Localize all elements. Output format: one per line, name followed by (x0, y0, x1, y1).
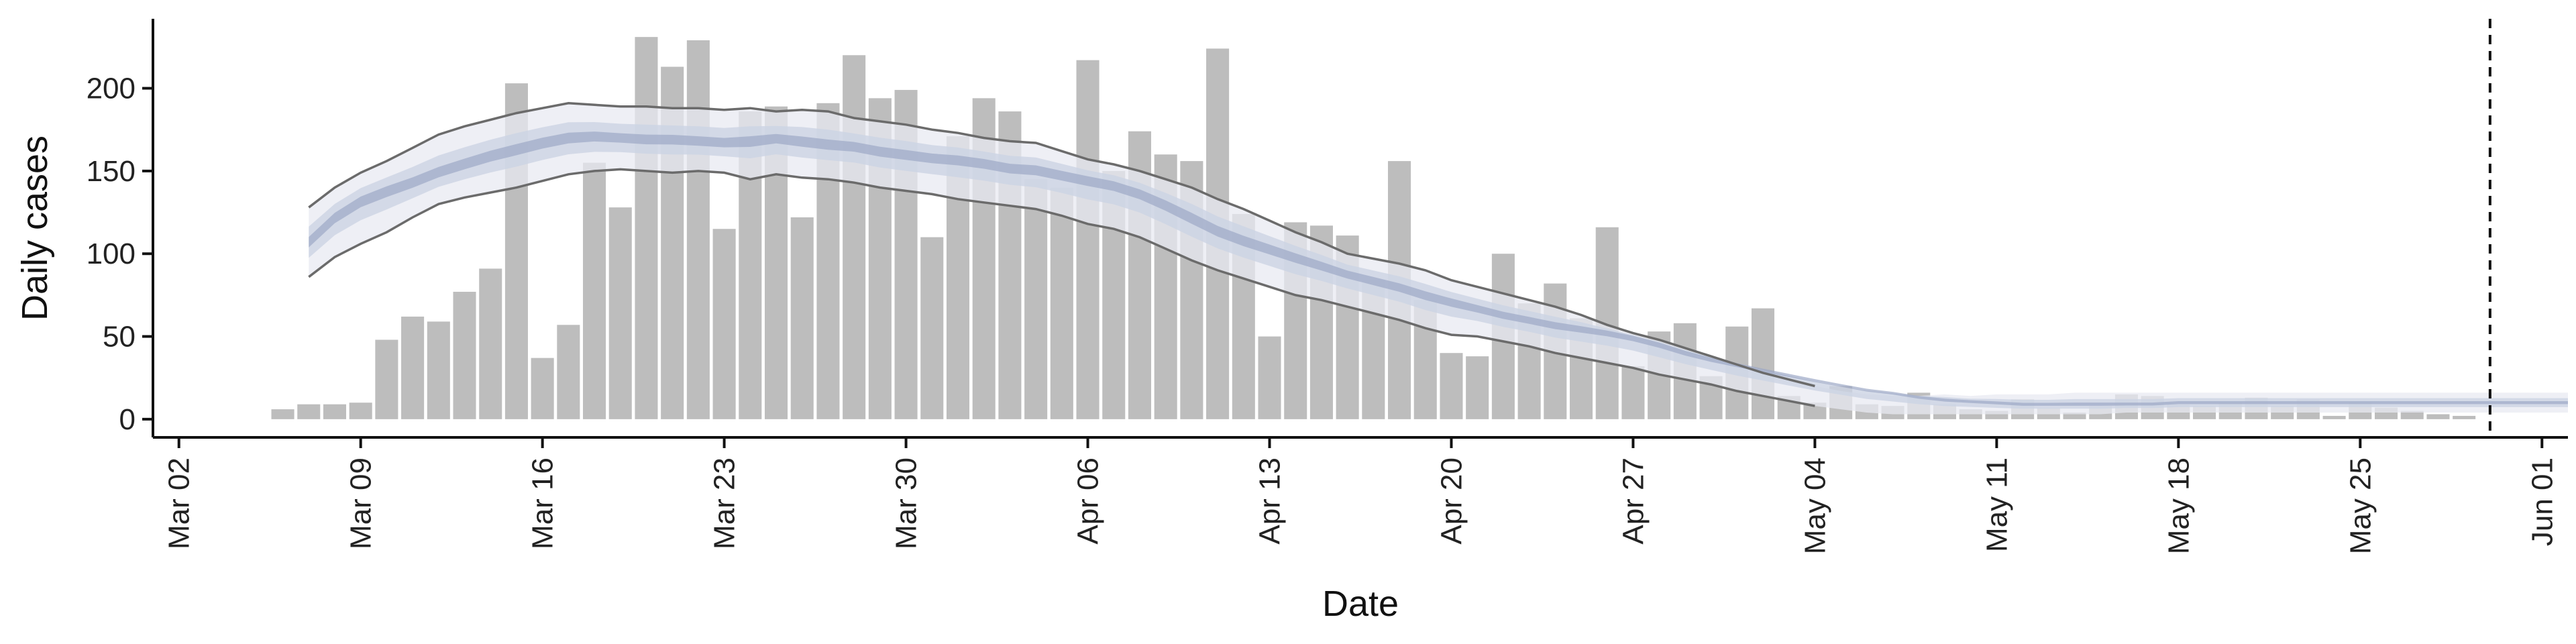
x-tick-label: Apr 20 (1435, 458, 1468, 545)
daily-case-bar (557, 325, 580, 419)
daily-case-bar (349, 402, 372, 419)
upper-bound-line (308, 102, 1815, 388)
daily-case-bar (1024, 179, 1048, 419)
daily-case-bar (2426, 414, 2450, 419)
x-tick-label: Apr 06 (1072, 458, 1105, 545)
x-tick-label: May 18 (2162, 458, 2195, 554)
daily-case-bar (1440, 353, 1463, 419)
daily-case-bar (2063, 413, 2086, 419)
daily-case-bar (1050, 187, 1073, 419)
x-tick-label: Mar 30 (890, 458, 923, 549)
daily-case-bar (375, 339, 398, 419)
daily-case-bar (712, 229, 736, 419)
x-tick-label: Mar 02 (163, 458, 196, 549)
x-axis-title: Date (1322, 584, 1399, 624)
daily-case-bar (1076, 60, 1099, 419)
daily-case-bar (920, 237, 944, 419)
y-tick-label: 0 (119, 403, 136, 436)
daily-case-bar (2400, 411, 2424, 419)
y-tick-label: 100 (87, 237, 136, 270)
daily-case-bar (843, 55, 866, 419)
y-tick-label: 50 (103, 321, 136, 354)
daily-case-bar (2322, 415, 2346, 419)
daily-case-bar (271, 409, 294, 419)
y-tick-label: 200 (87, 72, 136, 105)
x-tick-label: Apr 13 (1254, 458, 1287, 545)
x-tick-label: May 11 (1980, 458, 2013, 552)
x-tick-label: Mar 23 (708, 458, 741, 549)
daily-case-bar (479, 268, 502, 419)
daily-case-bar (635, 37, 658, 419)
x-tick-label: Mar 09 (345, 458, 378, 549)
x-tick-label: Mar 16 (527, 458, 559, 549)
daily-case-bar (1258, 336, 1281, 419)
daily-case-bar (297, 404, 321, 419)
y-tick-label: 150 (87, 155, 136, 188)
lower-bound-line (308, 168, 1815, 407)
y-axis-title: Daily cases (15, 136, 55, 321)
daily-case-bar (323, 404, 346, 419)
case-bars (271, 37, 2476, 419)
x-tick-label: May 04 (1799, 458, 1831, 554)
x-tick-label: Jun 01 (2526, 458, 2559, 546)
estimate-bands (309, 103, 2568, 415)
x-tick-label: Apr 27 (1617, 458, 1650, 545)
daily-case-bar (1621, 366, 1645, 419)
daily-case-bar (608, 207, 632, 419)
daily-case-bar (453, 291, 476, 419)
daily-case-bar (531, 358, 554, 419)
daily-case-bar (686, 40, 710, 419)
axes: 0 50 100 150 200 Mar 02 Mar 09 Mar 16 Mar 23 Mar … (87, 19, 2568, 554)
daily-case-bar (790, 217, 814, 419)
outer-interval-band (309, 103, 2568, 415)
daily-case-bar (401, 316, 425, 419)
middle-interval-band (309, 122, 2568, 409)
daily-case-bar (583, 162, 606, 419)
daily-case-bar (1466, 356, 1489, 419)
daily-case-bar (2453, 415, 2476, 419)
daily-case-bar (427, 321, 450, 419)
x-tick-label: May 25 (2344, 458, 2377, 554)
interval-lines (308, 102, 1815, 407)
daily-case-bar (1751, 308, 1775, 419)
